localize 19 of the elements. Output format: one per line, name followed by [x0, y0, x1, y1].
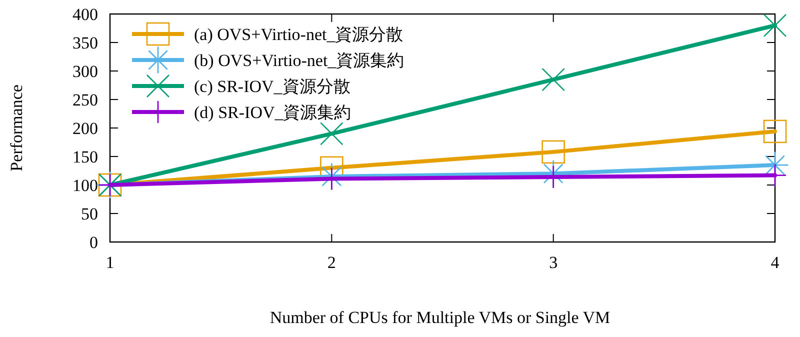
x-tick-label: 1 — [106, 253, 114, 272]
x-tick-label: 4 — [770, 253, 780, 272]
legend-label: (c) SR-IOV_資源分散 — [194, 76, 350, 96]
y-tick-label: 300 — [72, 62, 98, 81]
y-tick-label: 100 — [72, 176, 98, 195]
legend-label: (d) SR-IOV_資源集約 — [194, 102, 352, 122]
x-axis-title: Number of CPUs for Multiple VMs or Single VM — [270, 308, 610, 327]
y-tick-label: 200 — [72, 118, 98, 138]
legend-label: (b) OVS+Virtio-net_資源集約 — [194, 50, 404, 70]
x-tick-label: 2 — [327, 253, 336, 272]
y-tick-label: 250 — [72, 90, 98, 110]
y-axis-title: Performance — [7, 84, 26, 172]
y-tick-label: 150 — [72, 147, 98, 166]
y-tick-label: 400 — [72, 4, 98, 24]
y-tick-label: 50 — [81, 204, 98, 224]
x-tick-label: 3 — [549, 253, 558, 272]
y-tick-label: 0 — [90, 232, 98, 252]
y-tick-label: 350 — [72, 33, 98, 52]
legend-label: (a) OVS+Virtio-net_資源分散 — [194, 24, 404, 44]
